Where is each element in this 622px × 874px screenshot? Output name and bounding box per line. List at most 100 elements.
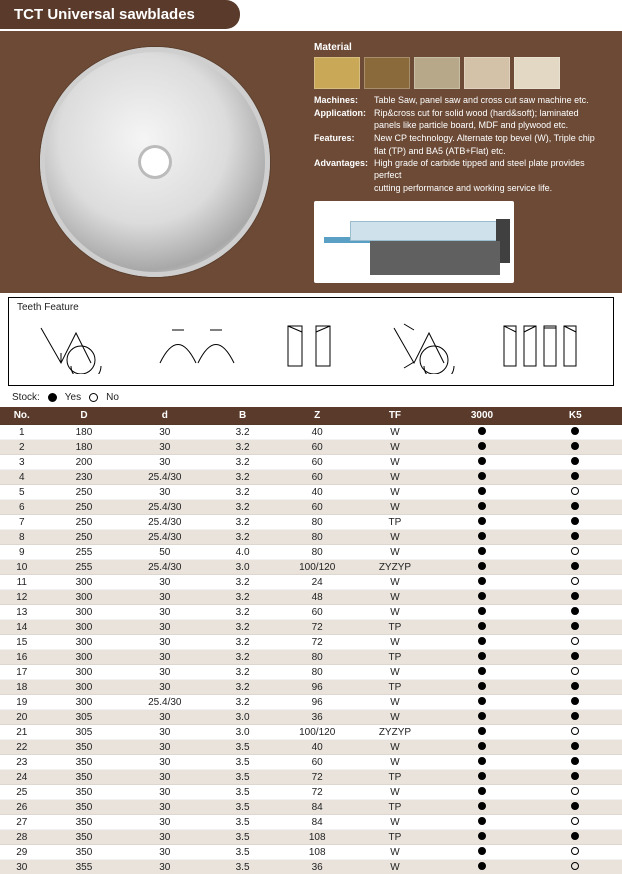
table-cell xyxy=(435,815,528,830)
table-cell: 72 xyxy=(280,620,355,635)
table-cell xyxy=(529,440,622,455)
table-cell: 350 xyxy=(44,830,125,845)
table-cell: 1 xyxy=(0,425,44,440)
table-cell: 17 xyxy=(0,665,44,680)
table-cell: 3.2 xyxy=(205,530,280,545)
table-row: 5250303.240W xyxy=(0,485,622,500)
table-cell: TP xyxy=(355,515,436,530)
stock-yes-icon xyxy=(478,472,486,480)
stock-yes-icon xyxy=(571,757,579,765)
table-cell: 300 xyxy=(44,605,125,620)
table-cell: 3.2 xyxy=(205,470,280,485)
table-cell xyxy=(435,560,528,575)
stock-no-icon xyxy=(571,847,579,855)
stock-yes-icon xyxy=(478,667,486,675)
table-cell xyxy=(435,770,528,785)
stock-no-icon xyxy=(571,787,579,795)
table-row: 29350303.5108W xyxy=(0,845,622,860)
table-row: 24350303.572TP xyxy=(0,770,622,785)
table-cell: 3.2 xyxy=(205,500,280,515)
table-cell: 250 xyxy=(44,530,125,545)
table-cell: TP xyxy=(355,800,436,815)
detail-line: flat (TP) and BA5 (ATB+Flat) etc. xyxy=(314,146,610,158)
table-cell: 30 xyxy=(124,830,205,845)
table-cell: W xyxy=(355,740,436,755)
table-cell: 30 xyxy=(124,770,205,785)
table-cell xyxy=(435,785,528,800)
table-cell: 30 xyxy=(124,605,205,620)
table-cell: 30 xyxy=(124,860,205,874)
table-cell: 300 xyxy=(44,590,125,605)
table-cell: 60 xyxy=(280,500,355,515)
table-cell xyxy=(435,455,528,470)
stock-yes-icon xyxy=(478,847,486,855)
column-header: No. xyxy=(0,407,44,425)
table-cell: W xyxy=(355,470,436,485)
table-cell: 3.2 xyxy=(205,440,280,455)
detail-line: Application:Rip&cross cut for solid wood… xyxy=(314,108,610,120)
table-cell: 27 xyxy=(0,815,44,830)
table-cell xyxy=(435,800,528,815)
table-cell: 305 xyxy=(44,710,125,725)
table-cell: 30 xyxy=(124,590,205,605)
stock-label: Stock: xyxy=(12,392,40,403)
table-cell: 13 xyxy=(0,605,44,620)
table-cell: W xyxy=(355,500,436,515)
stock-no-icon xyxy=(571,577,579,585)
table-cell: 30 xyxy=(124,635,205,650)
teeth-feature-label: Teeth Feature xyxy=(17,302,605,313)
table-cell: 30 xyxy=(124,785,205,800)
table-cell xyxy=(435,680,528,695)
table-row: 30355303.536W xyxy=(0,860,622,874)
stock-yes-icon xyxy=(571,472,579,480)
table-row: 1180303.240W xyxy=(0,425,622,440)
column-header: TF xyxy=(355,407,436,425)
stock-no-icon xyxy=(571,487,579,495)
table-cell: 25.4/30 xyxy=(124,500,205,515)
table-cell: 30 xyxy=(124,425,205,440)
table-cell xyxy=(529,530,622,545)
stock-yes-icon xyxy=(571,802,579,810)
table-cell: 3.5 xyxy=(205,800,280,815)
table-cell: W xyxy=(355,755,436,770)
stock-yes-icon xyxy=(478,532,486,540)
table-cell: 300 xyxy=(44,620,125,635)
table-row: 13300303.260W xyxy=(0,605,622,620)
stock-yes-label: Yes xyxy=(65,392,81,403)
table-cell xyxy=(529,485,622,500)
table-cell: ZYZYP xyxy=(355,725,436,740)
table-cell: 19 xyxy=(0,695,44,710)
table-cell: 7 xyxy=(0,515,44,530)
table-cell: 60 xyxy=(280,470,355,485)
table-cell xyxy=(435,830,528,845)
table-cell: 9 xyxy=(0,545,44,560)
table-cell: W xyxy=(355,845,436,860)
detail-line: Advantages:High grade of carbide tipped … xyxy=(314,158,610,181)
stock-yes-icon xyxy=(478,607,486,615)
column-header: Z xyxy=(280,407,355,425)
table-cell: 80 xyxy=(280,545,355,560)
material-swatch xyxy=(314,57,360,89)
table-cell: 3.0 xyxy=(205,710,280,725)
table-cell xyxy=(529,860,622,874)
table-cell xyxy=(435,635,528,650)
product-details: Machines:Table Saw, panel saw and cross … xyxy=(314,95,610,195)
table-cell: 100/120 xyxy=(280,560,355,575)
stock-yes-icon xyxy=(571,517,579,525)
table-cell: 350 xyxy=(44,845,125,860)
column-header: 3000 xyxy=(435,407,528,425)
table-row: 11300303.224W xyxy=(0,575,622,590)
table-cell: 72 xyxy=(280,785,355,800)
table-cell: W xyxy=(355,530,436,545)
table-cell xyxy=(529,500,622,515)
stock-yes-icon xyxy=(478,802,486,810)
table-cell: 23 xyxy=(0,755,44,770)
table-row: 17300303.280W xyxy=(0,665,622,680)
table-cell: 25.4/30 xyxy=(124,530,205,545)
table-cell: 8 xyxy=(0,530,44,545)
table-cell: 26 xyxy=(0,800,44,815)
table-cell: 3.2 xyxy=(205,620,280,635)
stock-yes-icon xyxy=(478,442,486,450)
machine-image xyxy=(314,201,514,283)
teeth-diagrams xyxy=(17,315,605,377)
